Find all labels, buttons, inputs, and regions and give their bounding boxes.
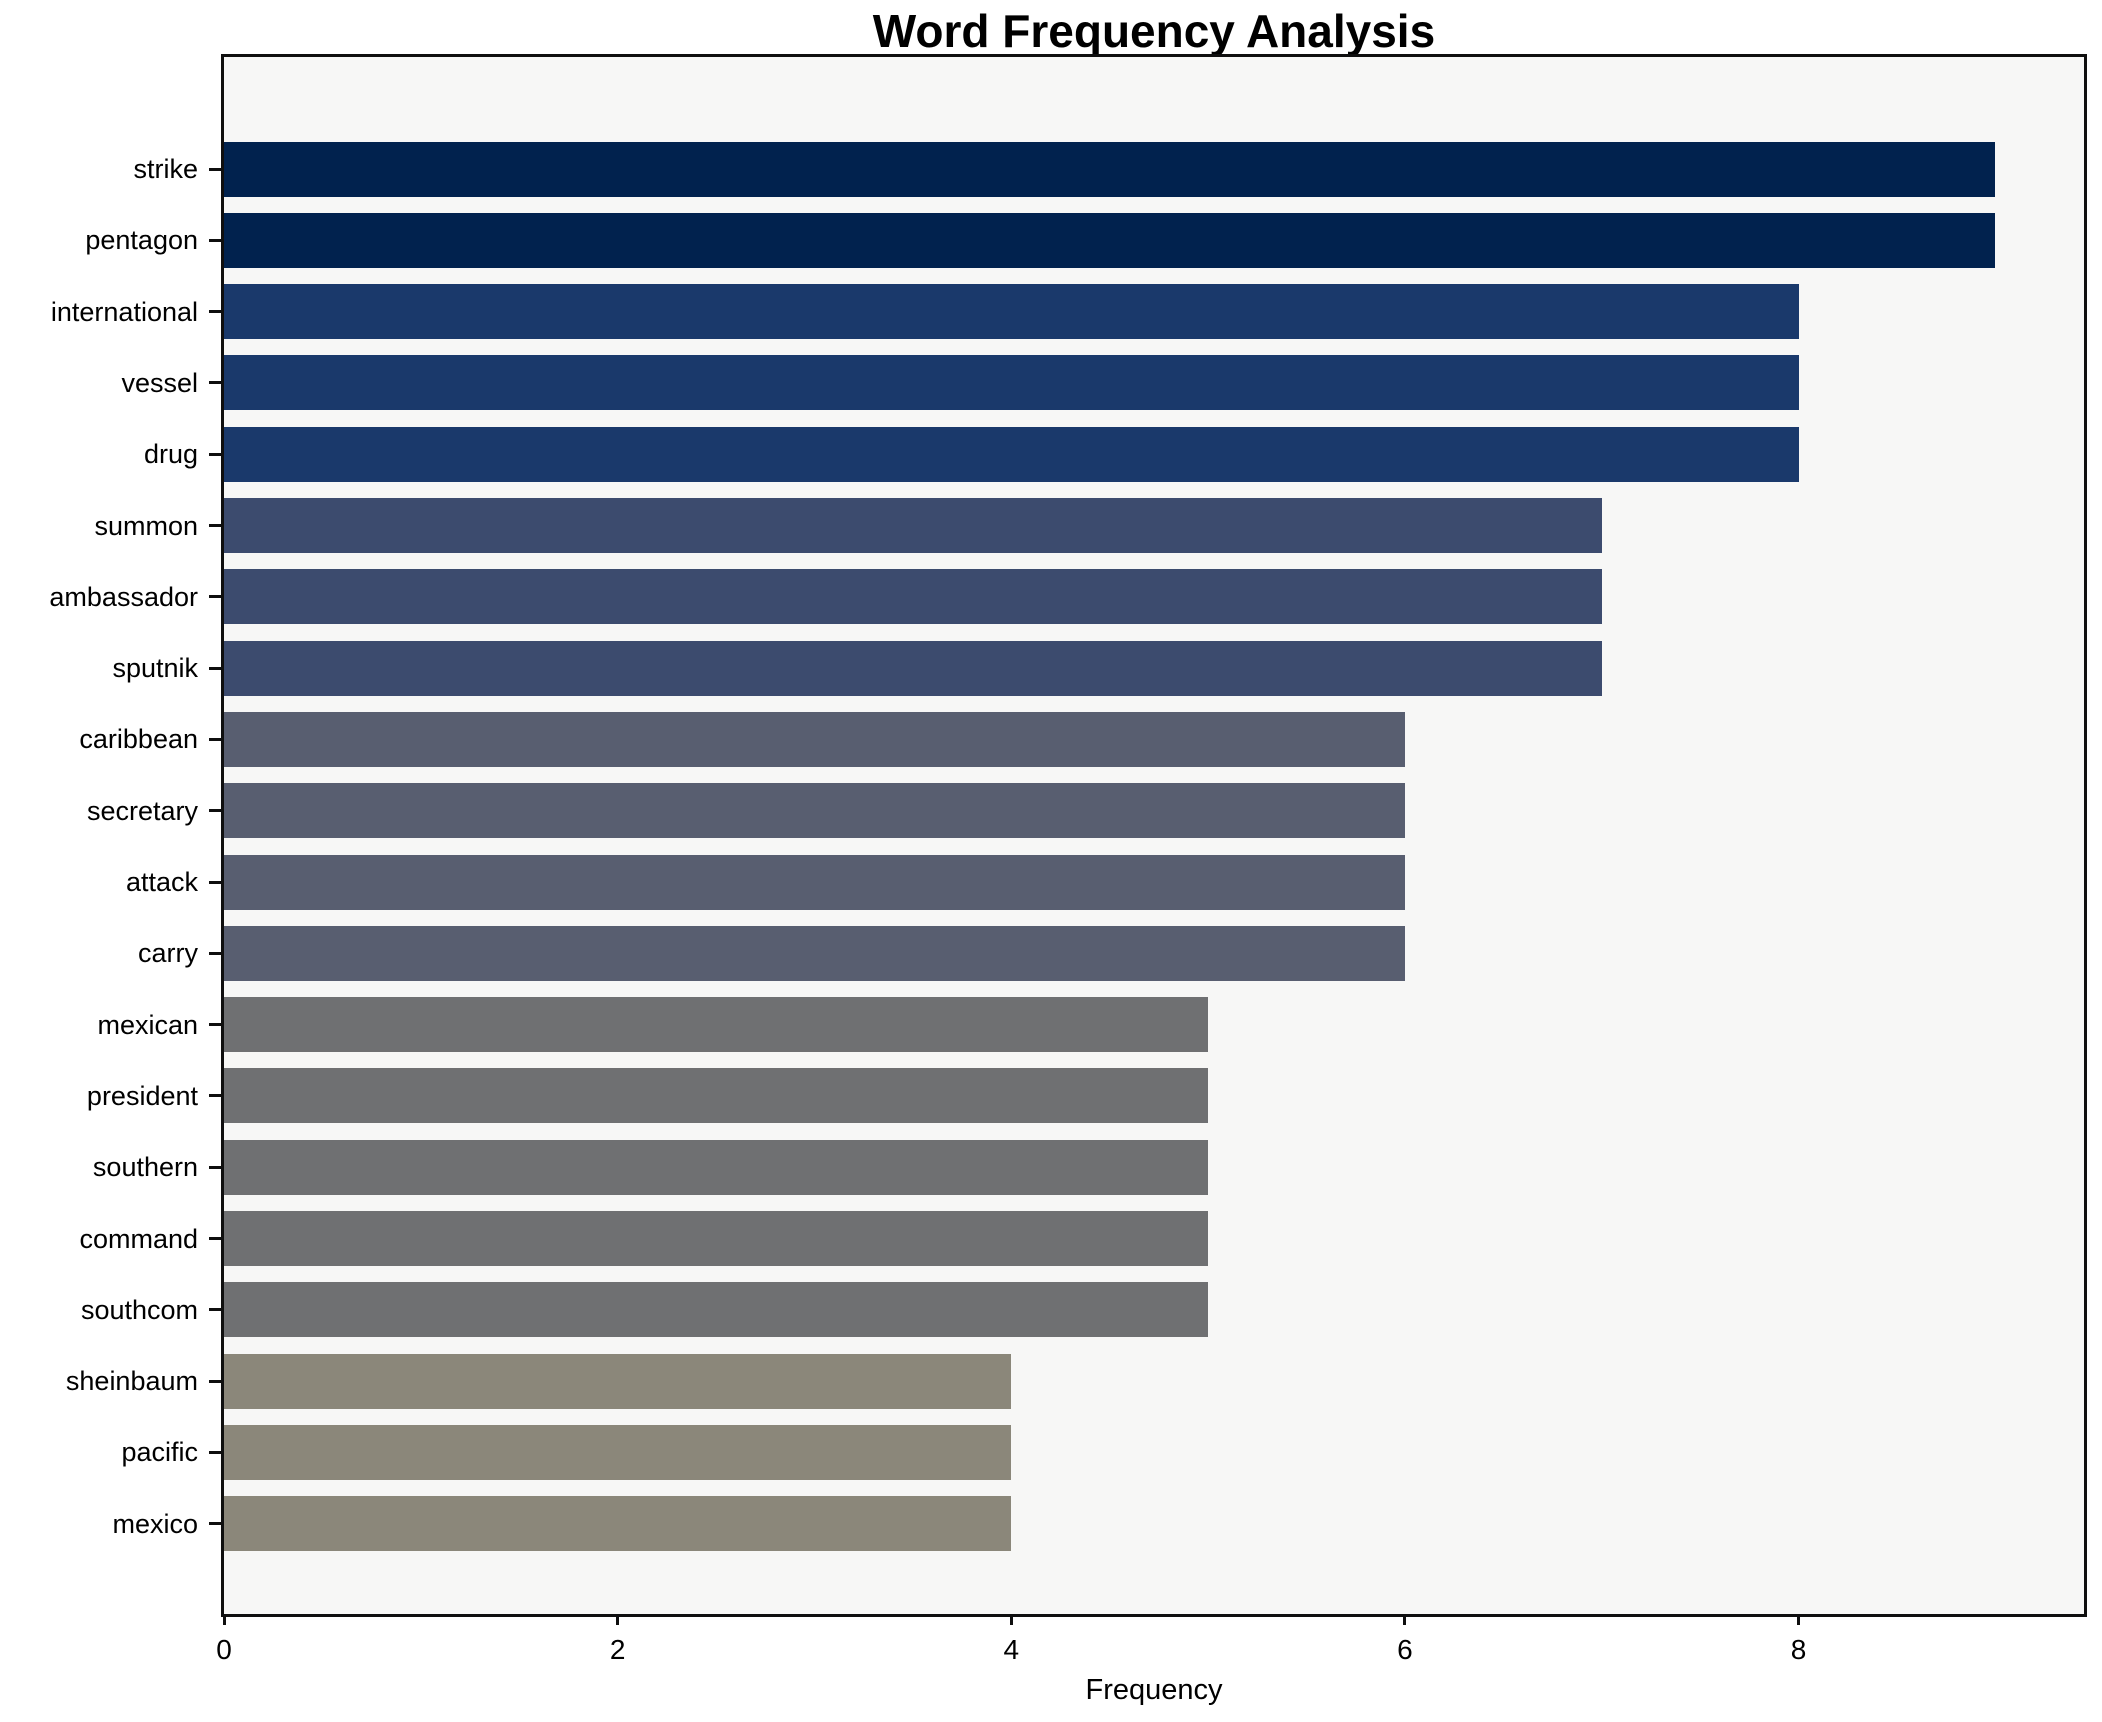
xtick-label-2: 2 [609,1634,626,1665]
ytick-label-mexican: mexican [97,1009,198,1040]
ytick-label-mexico: mexico [112,1508,198,1539]
bar-drug [224,426,1799,482]
xtick-label-8: 8 [1790,1634,1807,1665]
bar-attack [224,854,1405,910]
ytick-mark-caribbean [209,737,221,741]
bar-secretary [224,783,1405,839]
plot-inner [224,57,2084,1614]
ytick-mark-southern [209,1165,221,1169]
ytick-mark-attack [209,880,221,884]
ytick-label-strike: strike [133,154,198,184]
ytick-mark-mexico [209,1522,221,1526]
ytick-mark-international [209,310,221,314]
ytick-mark-ambassador [209,595,221,599]
chart-title: Word Frequency Analysis [872,5,1436,57]
ytick-mark-strike [209,167,221,171]
ytick-label-southcom: southcom [80,1294,198,1325]
ytick-mark-command [209,1237,221,1240]
ytick-label-summon: summon [94,510,198,541]
ytick-label-attack: attack [125,867,198,897]
ytick-mark-secretary [209,809,221,813]
bar-pacific [224,1424,1012,1480]
bar-caribbean [224,711,1405,767]
ytick-label-southern: southern [92,1152,198,1183]
bar-summon [224,498,1602,553]
bar-sputnik [224,640,1602,696]
ytick-mark-sheinbaum [209,1379,221,1383]
ytick-label-pentagon: pentagon [85,225,198,256]
xtick-mark-8 [1797,1614,1801,1625]
x-axis-title: Frequency [1085,1674,1223,1706]
ytick-label-sputnik: sputnik [112,653,198,684]
ytick-mark-president [209,1094,221,1098]
bar-command [224,1211,1209,1266]
bar-sheinbaum [224,1353,1012,1409]
ytick-label-international: international [50,296,198,327]
ytick-label-president: president [86,1080,198,1111]
ytick-mark-mexican [209,1023,221,1027]
ytick-label-sheinbaum: sheinbaum [65,1366,198,1397]
ytick-mark-carry [209,951,221,955]
ytick-mark-pentagon [209,238,221,242]
ytick-label-vessel: vessel [121,367,198,398]
ytick-label-command: command [79,1223,198,1254]
ytick-mark-southcom [209,1308,221,1312]
bar-southern [224,1139,1209,1195]
xtick-label-0: 0 [216,1634,232,1665]
xtick-mark-0 [222,1614,226,1625]
bar-ambassador [224,569,1602,625]
bar-vessel [224,355,1799,411]
ytick-mark-drug [209,452,221,456]
bar-president [224,1068,1209,1124]
ytick-mark-vessel [209,381,221,385]
ytick-mark-pacific [209,1450,221,1454]
ytick-label-carry: carry [138,938,198,969]
bar-carry [224,925,1405,981]
ytick-mark-sputnik [209,666,221,670]
ytick-label-drug: drug [143,439,198,470]
xtick-label-6: 6 [1397,1634,1413,1665]
bar-international [224,284,1799,340]
xtick-mark-2 [616,1614,620,1625]
xtick-mark-6 [1403,1614,1407,1625]
ytick-label-pacific: pacific [121,1437,198,1468]
xtick-label-4: 4 [1003,1634,1020,1665]
plot-area [221,54,2087,1617]
bar-strike [224,141,1996,197]
ytick-label-secretary: secretary [86,795,198,826]
xtick-mark-4 [1009,1614,1013,1625]
bar-mexico [224,1496,1012,1552]
bar-pentagon [224,212,1996,268]
ytick-label-ambassador: ambassador [49,581,198,612]
ytick-label-caribbean: caribbean [79,724,198,755]
ytick-mark-summon [209,524,221,527]
bar-southcom [224,1282,1209,1338]
bar-mexican [224,997,1209,1053]
